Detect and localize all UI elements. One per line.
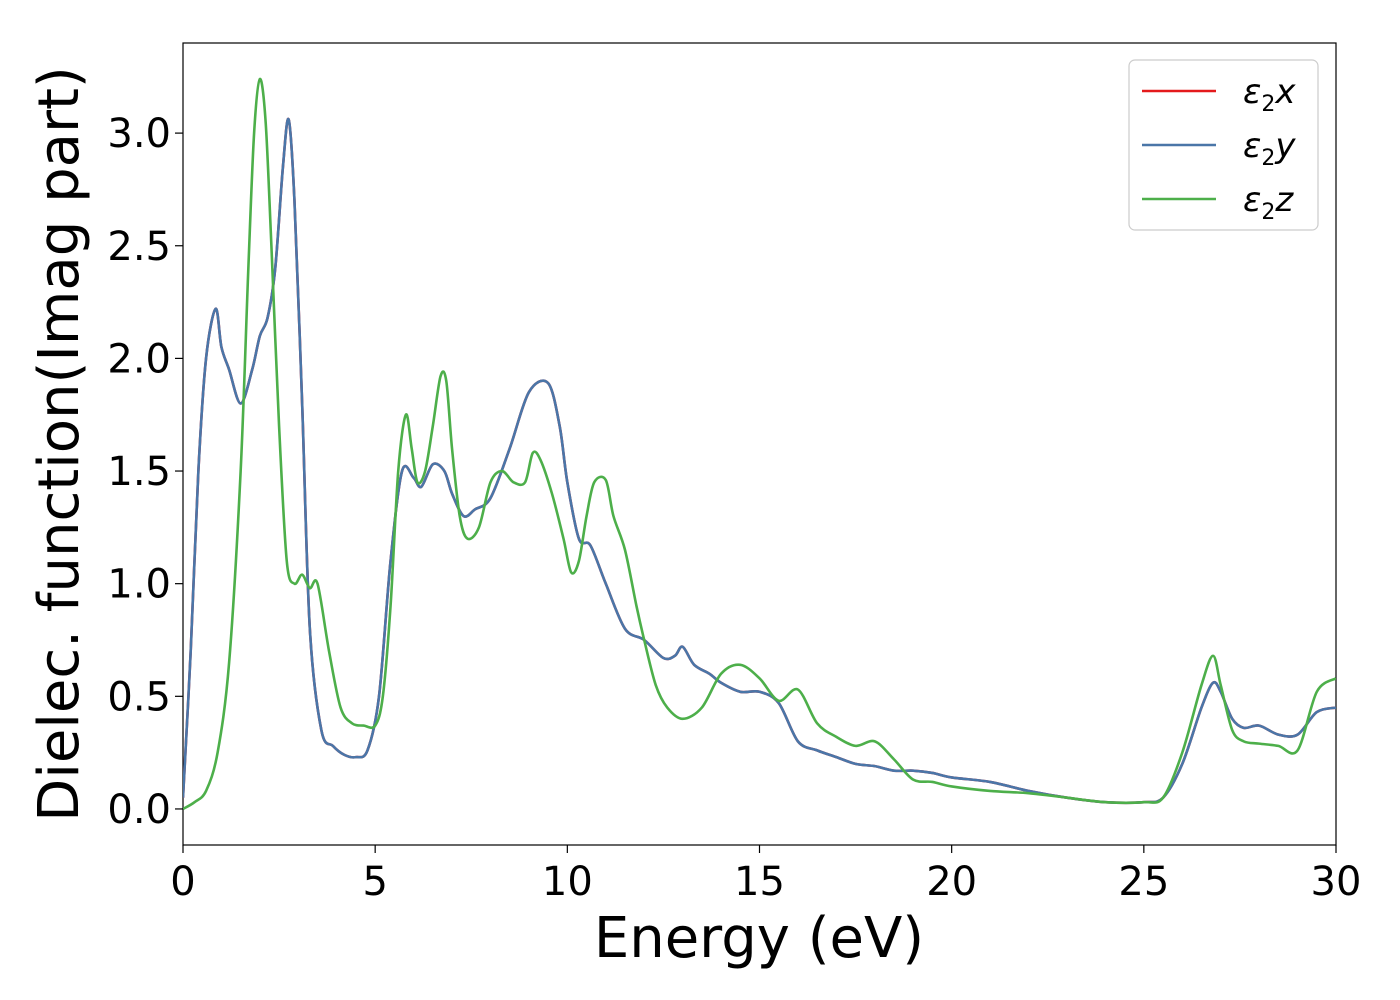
y-tick-label: 3.0 xyxy=(107,111,171,157)
legend: ε2x ε2y ε2z xyxy=(1128,59,1319,231)
x-tick-label: 15 xyxy=(734,859,785,905)
legend-label-z: ε2z xyxy=(1243,180,1294,225)
legend-entries: ε2x ε2y ε2z xyxy=(1142,72,1296,225)
y-axis-label: Dielec. function(Imag part) xyxy=(27,66,92,822)
x-tick-label: 10 xyxy=(542,859,593,905)
y-tick-label: 1.0 xyxy=(107,562,171,608)
y-tick-label: 1.5 xyxy=(107,449,171,495)
legend-frame xyxy=(1128,59,1319,231)
y-tick-label: 0.5 xyxy=(107,674,171,720)
x-tick-label: 0 xyxy=(170,859,195,905)
x-tick-label: 25 xyxy=(1118,859,1169,905)
series-line-z xyxy=(183,77,1336,811)
x-axis-ticks: 0 5 10 15 20 25 30 xyxy=(170,845,1361,905)
y-tick-label: 2.0 xyxy=(107,336,171,382)
y-axis-ticks: 0.0 0.5 1.0 1.5 2.0 2.5 3.0 xyxy=(107,111,183,833)
legend-label-x: ε2x xyxy=(1243,72,1296,117)
y-tick-label: 2.5 xyxy=(107,224,171,270)
x-tick-label: 30 xyxy=(1311,859,1362,905)
series-layer xyxy=(183,77,1336,811)
x-tick-label: 5 xyxy=(362,859,387,905)
x-axis-label: Energy (eV) xyxy=(594,906,924,971)
legend-label-y: ε2y xyxy=(1243,126,1296,171)
y-tick-label: 0.0 xyxy=(107,787,171,833)
x-tick-label: 20 xyxy=(926,859,977,905)
